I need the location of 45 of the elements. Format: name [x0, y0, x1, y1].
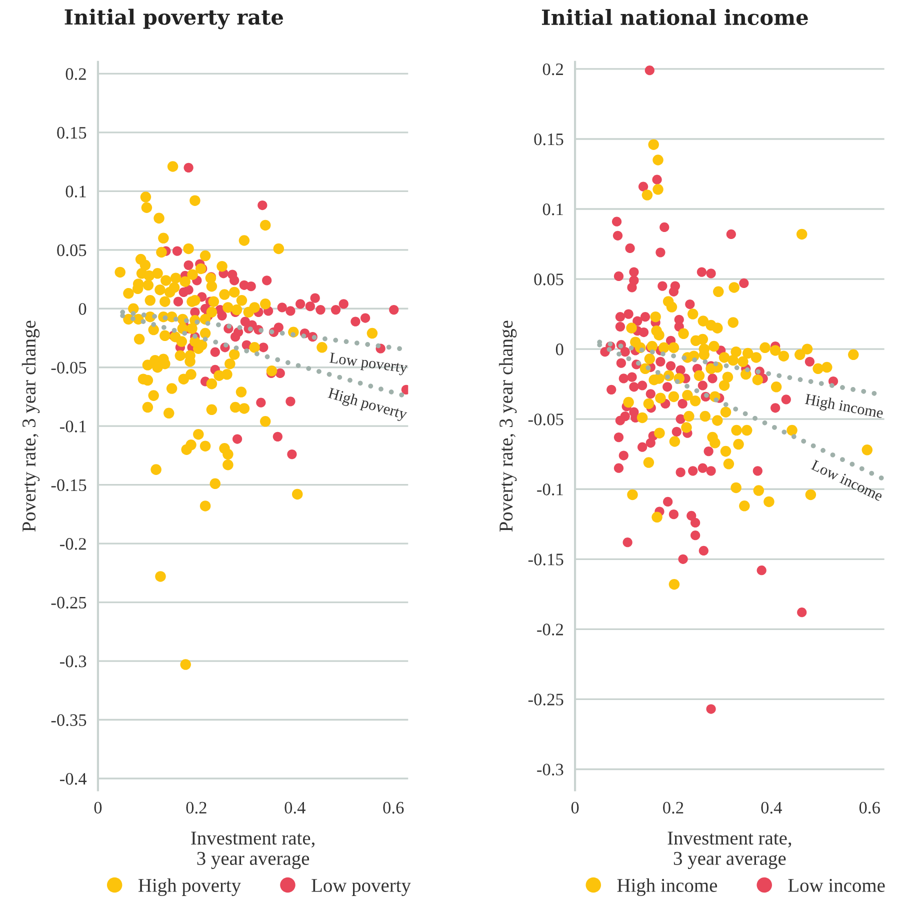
y-tick-label: 0.2 — [542, 63, 563, 76]
y-tick-label: -0.3 — [537, 764, 564, 776]
x-tick-label: 0 — [571, 802, 579, 814]
text: Low poverty — [328, 352, 408, 376]
x-tick-label: 0.6 — [383, 802, 404, 814]
y-axis-title: Poverty rate, 3 year change — [22, 320, 40, 532]
y-tick-label: -0.4 — [60, 772, 87, 785]
y-tick-label: -0.1 — [537, 484, 563, 496]
y-tick-label: -0.2 — [60, 538, 86, 550]
y-tick-label: 0 — [556, 344, 564, 356]
text: High income — [804, 393, 884, 422]
x-tick-label: 0.4 — [284, 802, 306, 814]
chart-title: Initial poverty rate — [64, 8, 284, 30]
y-tick-label: -0.15 — [51, 479, 86, 492]
y-tick-label: 0.15 — [534, 133, 564, 146]
y-tick-label: 0.15 — [57, 126, 86, 139]
y-tick-label: -0.1 — [60, 420, 86, 432]
y-tick-label: 0.1 — [66, 186, 86, 198]
x-tick-label: 0.2 — [186, 802, 206, 814]
x-tick-label: 0 — [94, 802, 102, 814]
y-tick-label: 0.05 — [57, 244, 86, 256]
x-tick-label: 0.6 — [859, 802, 880, 814]
y-tick-label: -0.05 — [528, 414, 564, 426]
y-tick-label: -0.25 — [51, 596, 86, 609]
y-tick-label: 0.05 — [534, 274, 564, 286]
y-tick-label: 0 — [78, 303, 86, 315]
legend-label: Low income — [788, 878, 885, 892]
legend-label: Low poverty — [312, 879, 411, 896]
y-tick-label: -0.25 — [528, 694, 564, 706]
y-tick-label: 0.2 — [66, 68, 86, 80]
legend-label: High poverty — [138, 878, 241, 896]
chart-title: Initial national income — [542, 9, 808, 26]
x-tick-label: 0.4 — [761, 802, 782, 814]
y-tick-label: -0.05 — [51, 362, 86, 374]
y-tick-label: 0.1 — [542, 203, 563, 216]
y-tick-label: -0.2 — [537, 624, 563, 636]
x-tick-label: 0.2 — [663, 802, 684, 814]
y-tick-label: -0.15 — [528, 554, 564, 566]
text: High poverty — [326, 387, 408, 423]
y-tick-label: -0.35 — [51, 714, 86, 726]
y-axis-title: Poverty rate, 3 year change — [498, 320, 517, 532]
legend-label: High income — [617, 878, 718, 896]
x-axis-title: Investment rate, 3 year average — [668, 832, 792, 870]
x-axis-title: Investment rate, 3 year average — [191, 832, 314, 870]
y-tick-label: -0.3 — [60, 656, 86, 668]
